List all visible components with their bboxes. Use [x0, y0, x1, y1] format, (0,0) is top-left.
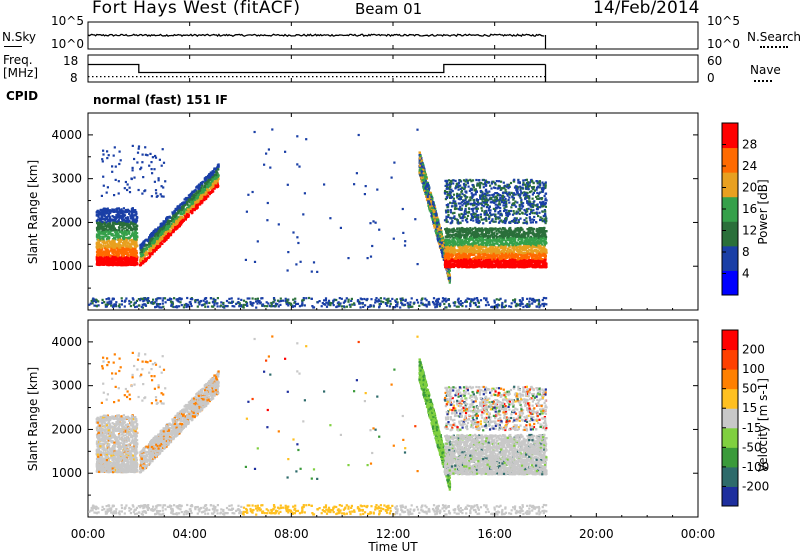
freq-label-1: Freq. [3, 53, 33, 67]
velocity-yticks: 1000 2000 3000 4000 [51, 335, 698, 496]
colorbar-tick-label: 200 [742, 343, 765, 357]
colorbar-tick-label: -100 [742, 460, 769, 474]
colorbar-tick-label: 28 [742, 138, 757, 152]
freq-tick-left-2: 8 [70, 71, 78, 85]
cpid-label: CPID [6, 89, 39, 103]
velocity-panel: 1000 2000 3000 4000 Slant Range [km] 200 100… [26, 319, 770, 518]
power-ylabel: Slant Range [km] [26, 160, 40, 264]
x-axis-label: Time UT [367, 540, 418, 554]
colorbar-tick-label: -50 [742, 440, 762, 454]
freq-label-2: [MHz] [3, 66, 39, 80]
y-tick-label: 2000 [51, 422, 82, 436]
y-tick-label: 2000 [51, 215, 82, 229]
colorbar-segment [722, 349, 738, 370]
colorbar-tick-label: 16 [742, 202, 757, 216]
noise-strip: 10^5 10^0 10^5 10^0 [51, 14, 740, 51]
freq-line [88, 63, 546, 74]
freq-tick-left-1: 18 [63, 54, 78, 68]
x-tick-label: 12:00 [376, 527, 411, 541]
velocity-cbar-label: Velocity [m s-1] [756, 378, 770, 472]
colorbar-segment [722, 147, 738, 173]
colorbar-segment [722, 408, 738, 429]
colorbar-tick-label: 4 [742, 267, 750, 281]
colorbar-tick-label: 50 [742, 382, 757, 396]
velocity-ylabel: Slant Range [km] [26, 367, 40, 471]
colorbar-tick-label: 20 [742, 181, 757, 195]
beam-label: Beam 01 [355, 0, 423, 18]
colorbar-segment [722, 486, 738, 507]
nsky-label: N.Sky [2, 30, 37, 44]
y-tick-label: 4000 [51, 128, 82, 142]
y-tick-label: 1000 [51, 466, 82, 480]
nave-label: Nave [750, 63, 781, 77]
colorbar-tick-label: 12 [742, 224, 757, 238]
nsearch-legend-line [760, 46, 788, 48]
colorbar-segment [722, 221, 738, 247]
mode-label: normal (fast) 151 IF [93, 93, 228, 107]
nsky-legend-line [4, 46, 22, 47]
x-tick-label: 16:00 [477, 527, 512, 541]
colorbar-segment [722, 427, 738, 448]
colorbar-segment [722, 196, 738, 222]
power-colorbar: 28 24 20 16 12 8 4 [721, 122, 757, 296]
y-tick-label: 3000 [51, 379, 82, 393]
freq-tick-right-2: 0 [707, 71, 715, 85]
velocity-colorbar: 200 100 50 15 -15 -50 -100 -200 [721, 329, 769, 507]
x-tick-label: 00:00 [681, 527, 716, 541]
colorbar-segment [722, 388, 738, 409]
colorbar-tick-label: 15 [742, 401, 757, 415]
x-axis: 00:00 04:00 08:00 12:00 16:00 20:00 00:00 [71, 22, 716, 541]
noise-tick-left-2: 10^0 [51, 37, 84, 51]
colorbar-segment [722, 330, 738, 351]
colorbar-tick-label: 24 [742, 159, 757, 173]
x-tick-label: 00:00 [71, 527, 106, 541]
y-tick-label: 3000 [51, 172, 82, 186]
y-tick-label: 4000 [51, 335, 82, 349]
colorbar-segment [722, 447, 738, 468]
freq-trace [88, 63, 547, 82]
plot-title: Fort Hays West (fitACF) [92, 0, 301, 18]
nave-legend-line [754, 80, 772, 82]
colorbar-segment [722, 172, 738, 198]
x-tick-label: 08:00 [274, 527, 309, 541]
power-data [88, 128, 548, 309]
power-yticks: 1000 2000 3000 4000 [51, 128, 698, 289]
noise-tick-right-2: 10^0 [707, 37, 740, 51]
colorbar-tick-label: 100 [742, 362, 765, 376]
power-panel: 1000 2000 3000 4000 Slant Range [km] 28 24 20… [26, 112, 770, 311]
nsky-line [87, 33, 545, 38]
colorbar-segment [722, 369, 738, 390]
noise-tick-right-1: 10^5 [707, 14, 740, 28]
velocity-data [88, 335, 548, 516]
date-label: 14/Feb/2014 [593, 0, 700, 18]
colorbar-segment [722, 245, 738, 271]
x-tick-label: 04:00 [172, 527, 207, 541]
power-cbar-label: Power [dB] [756, 179, 770, 244]
y-tick-label: 1000 [51, 259, 82, 273]
colorbar-tick-label: -200 [742, 479, 769, 493]
colorbar-segment [722, 123, 738, 149]
colorbar-segment [722, 466, 738, 487]
x-tick-label: 20:00 [579, 527, 614, 541]
colorbar-tick-label: 8 [742, 245, 750, 259]
nsearch-label: N.Search [747, 30, 800, 44]
colorbar-tick-label: -15 [742, 421, 762, 435]
freq-frame [87, 54, 699, 83]
noise-trace [87, 33, 547, 49]
noise-tick-left-1: 10^5 [51, 14, 84, 28]
colorbar-segment [722, 270, 738, 296]
freq-tick-right-1: 60 [707, 54, 722, 68]
